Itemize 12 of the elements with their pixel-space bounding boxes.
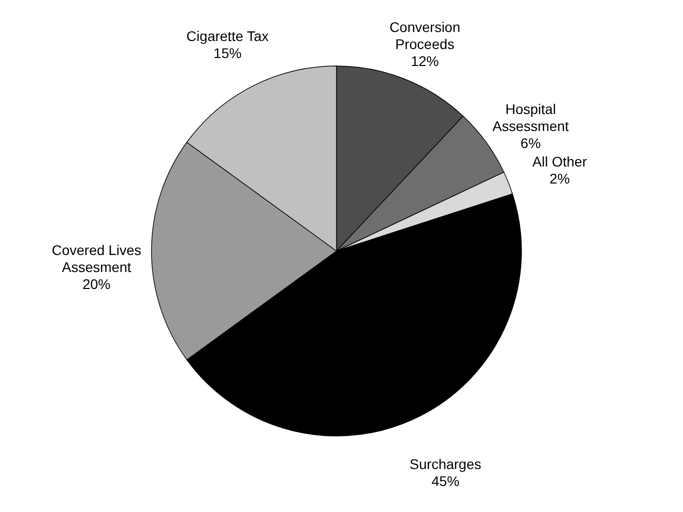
slice-label: Cigarette Tax [186,28,269,44]
data-label: 6% [520,134,541,151]
data-label: 15% [214,45,242,62]
slice-label: Covered Lives Assesment [52,242,142,275]
slice-label: Conversion Proceeds [389,18,460,52]
data-label: 45% [431,472,460,489]
data-label: 2% [550,170,570,187]
data-label: 20% [82,276,111,292]
data-label: 12% [410,52,439,69]
slice-label: Surcharges [410,456,482,472]
slice-label: All Other [532,154,588,170]
slice-label: Hospital Assessment [492,100,569,134]
